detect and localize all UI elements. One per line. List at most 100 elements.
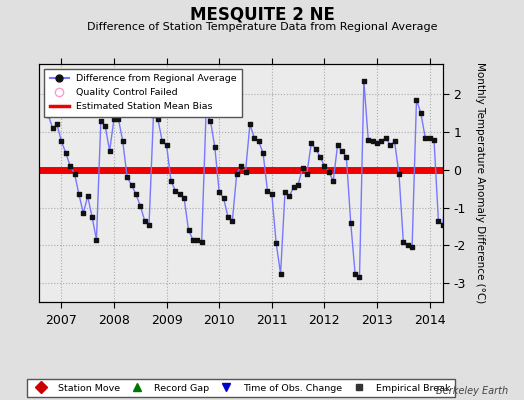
Point [281, 189, 289, 196]
Point [202, 110, 210, 116]
Point [483, 150, 491, 156]
Point [70, 170, 79, 177]
Point [443, 174, 451, 180]
Point [171, 187, 180, 194]
Point [351, 270, 359, 277]
Point [184, 227, 193, 234]
Point [48, 125, 57, 132]
Text: 2009: 2009 [151, 314, 182, 327]
Point [364, 136, 373, 143]
Point [430, 136, 438, 143]
Point [198, 238, 206, 245]
Point [246, 121, 254, 128]
Text: 2011: 2011 [256, 314, 288, 327]
Point [439, 221, 447, 228]
Point [114, 116, 123, 122]
Point [263, 187, 271, 194]
Y-axis label: Monthly Temperature Anomaly Difference (°C): Monthly Temperature Anomaly Difference (… [475, 62, 485, 304]
Point [470, 134, 478, 141]
Point [474, 138, 482, 145]
Point [167, 178, 175, 184]
Point [88, 214, 96, 220]
Point [298, 165, 307, 171]
Point [145, 221, 153, 228]
Point [294, 182, 302, 188]
Point [399, 238, 408, 245]
Point [346, 220, 355, 226]
Point [272, 240, 280, 247]
Point [206, 118, 215, 124]
Text: Difference of Station Temperature Data from Regional Average: Difference of Station Temperature Data f… [87, 22, 437, 32]
Point [189, 236, 197, 243]
Point [311, 146, 320, 152]
Point [417, 110, 425, 116]
Point [83, 193, 92, 200]
Point [237, 163, 245, 169]
Point [316, 153, 324, 160]
Point [268, 191, 276, 198]
Point [96, 118, 105, 124]
Point [329, 178, 337, 184]
Point [421, 134, 430, 141]
Point [224, 214, 232, 220]
Point [447, 134, 456, 141]
Point [57, 138, 66, 145]
Point [425, 134, 434, 141]
Text: 2008: 2008 [98, 314, 130, 327]
Point [66, 163, 74, 169]
Point [491, 233, 499, 239]
Point [242, 168, 250, 175]
Text: 2012: 2012 [309, 314, 340, 327]
Point [105, 148, 114, 154]
Point [355, 274, 364, 281]
Point [53, 121, 61, 128]
Point [452, 234, 460, 241]
Point [478, 144, 486, 150]
Point [193, 236, 202, 243]
Text: 2007: 2007 [46, 314, 78, 327]
Point [79, 210, 88, 216]
Point [342, 153, 351, 160]
Point [465, 125, 473, 132]
Point [149, 112, 158, 118]
Text: 2013: 2013 [361, 314, 393, 327]
Point [456, 116, 464, 122]
Text: MESQUITE 2 NE: MESQUITE 2 NE [190, 6, 334, 24]
Point [368, 138, 377, 145]
Point [320, 163, 329, 169]
Point [303, 170, 311, 177]
Point [228, 218, 236, 224]
Point [123, 174, 132, 180]
Point [92, 236, 101, 243]
Point [412, 97, 421, 103]
Point [403, 242, 412, 248]
Point [118, 138, 127, 145]
Legend: Station Move, Record Gap, Time of Obs. Change, Empirical Break: Station Move, Record Gap, Time of Obs. C… [27, 379, 455, 397]
Point [250, 134, 258, 141]
Point [136, 202, 145, 209]
Point [211, 144, 219, 150]
Point [408, 244, 416, 250]
Text: 2014: 2014 [414, 314, 445, 327]
Point [386, 142, 395, 148]
Point [259, 150, 267, 156]
Text: 2010: 2010 [203, 314, 235, 327]
Point [75, 191, 83, 198]
Point [176, 191, 184, 198]
Point [381, 134, 390, 141]
Point [285, 193, 293, 200]
Point [359, 78, 368, 84]
Point [333, 142, 342, 148]
Point [338, 148, 346, 154]
Point [233, 170, 241, 177]
Point [132, 191, 140, 198]
Point [220, 195, 228, 201]
Point [215, 189, 223, 196]
Point [44, 112, 52, 118]
Point [101, 123, 110, 130]
Point [434, 218, 443, 224]
Point [276, 270, 285, 277]
Point [377, 138, 386, 145]
Point [307, 140, 315, 146]
Point [154, 116, 162, 122]
